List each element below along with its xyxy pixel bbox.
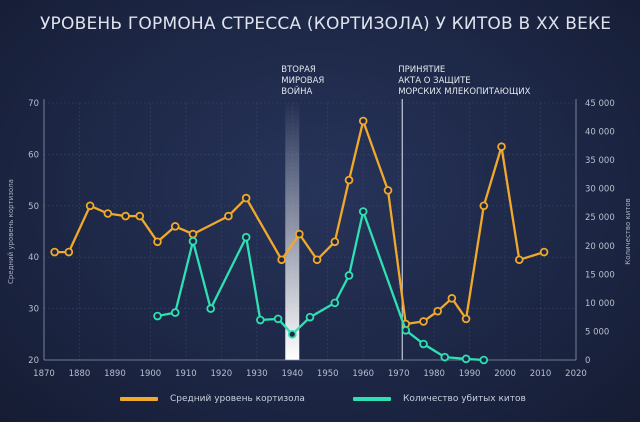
- data-point-cortisol: [461, 314, 471, 324]
- x-tick-label: 1950: [317, 369, 339, 379]
- data-point-whales: [358, 207, 368, 216]
- data-point-whales: [344, 271, 354, 280]
- legend-cortisol: Средний уровень кортизола: [120, 394, 305, 404]
- series-line-cortisol: [53, 119, 546, 326]
- y-left-tick-label: 20: [28, 356, 39, 366]
- series-layer: [50, 116, 549, 365]
- annotation-act-line: МОРСКИХ МЛЕКОПИТАЮЩИХ: [398, 87, 530, 97]
- data-point-cortisol: [277, 255, 286, 265]
- legend-swatch-cortisol: [120, 396, 158, 401]
- ww2-band: [285, 101, 300, 360]
- data-point-cortisol: [64, 247, 74, 257]
- data-point-whales: [287, 329, 297, 339]
- y-left-axis-title: Средний уровень кортизола: [7, 179, 15, 284]
- x-tick-label: 1910: [175, 369, 197, 379]
- data-point-cortisol: [312, 255, 322, 265]
- data-point-cortisol: [419, 317, 428, 326]
- data-point-whales: [273, 314, 283, 324]
- chart-title: УРОВЕНЬ ГОРМОНА СТРЕССА (КОРТИЗОЛА) У КИ…: [40, 14, 612, 34]
- y-right-tick-label: 35 000: [585, 156, 615, 166]
- ww2-highlight: [285, 101, 300, 360]
- y-left-tick-label: 40: [28, 253, 39, 263]
- x-tick-label: 2000: [494, 369, 516, 379]
- y-left-tick-label: 70: [28, 99, 39, 109]
- data-point-cortisol: [170, 222, 180, 231]
- data-point-cortisol: [188, 229, 198, 239]
- data-point-cortisol: [539, 247, 549, 257]
- data-point-whales: [401, 326, 411, 335]
- data-point-cortisol: [85, 201, 95, 211]
- x-tick-label: 1980: [423, 369, 445, 379]
- legend-label-whales: Количество убитых китов: [403, 394, 526, 404]
- data-point-cortisol: [433, 306, 442, 316]
- annotation-act-line: АКТА О ЗАЩИТЕ: [398, 76, 470, 86]
- y-right-tick-label: 45 000: [585, 99, 615, 109]
- y-right-tick-label: 30 000: [585, 185, 615, 195]
- data-point-whales: [440, 352, 450, 362]
- data-point-whales: [188, 236, 198, 246]
- y-right-tick-label: 10 000: [585, 299, 615, 309]
- data-point-cortisol: [330, 237, 340, 247]
- data-point-cortisol: [514, 255, 524, 265]
- y-right-tick-label: 5 000: [585, 327, 609, 337]
- y-right-tick-label: 15 000: [585, 270, 615, 280]
- annotation-ww2-line: ВТОРАЯ: [281, 65, 316, 75]
- annotation-ww2-line: МИРОВАЯ: [281, 76, 324, 86]
- y-left-tick-label: 50: [28, 202, 39, 212]
- x-tick-label: 1920: [211, 369, 233, 379]
- series-line-whales: [156, 210, 485, 362]
- data-point-cortisol: [103, 209, 113, 218]
- data-point-cortisol: [447, 294, 457, 303]
- x-tick-label: 2010: [530, 369, 552, 379]
- axes: 1870 1880 1890 1900 1910 1920 1930 1940 1950 1960…: [7, 99, 632, 379]
- x-tick-label: 1930: [246, 369, 268, 379]
- data-point-cortisol: [344, 175, 354, 185]
- y-right-tick-label: 0: [585, 356, 590, 366]
- data-point-whales: [170, 308, 180, 317]
- data-point-cortisol: [121, 211, 130, 221]
- data-point-whales: [153, 311, 162, 321]
- data-point-cortisol: [497, 142, 506, 151]
- x-tick-label: 1880: [69, 369, 91, 379]
- y-right-tick-label: 40 000: [585, 128, 615, 138]
- annotation-ww2-line: ВОЙНА: [281, 85, 312, 97]
- data-point-whales: [419, 339, 428, 349]
- x-tick-label: 1890: [104, 369, 126, 379]
- y-right-axis-title: Количество китов: [624, 198, 632, 265]
- x-tick-label: 1990: [459, 369, 481, 379]
- legend-whales: Количество убитых китов: [353, 394, 526, 404]
- data-point-whales: [479, 355, 489, 365]
- y-left-tick-label: 30: [28, 305, 39, 315]
- data-point-cortisol: [358, 116, 368, 126]
- x-tick-label: 1900: [140, 369, 162, 379]
- data-point-cortisol: [135, 211, 145, 221]
- data-point-whales: [305, 312, 315, 322]
- data-point-whales: [206, 304, 215, 313]
- x-tick-label: 1960: [352, 369, 374, 379]
- data-point-cortisol: [224, 211, 233, 221]
- data-point-cortisol: [479, 201, 489, 211]
- data-point-whales: [256, 315, 265, 325]
- data-point-cortisol: [383, 186, 393, 195]
- x-tick-label: 2020: [565, 369, 587, 379]
- data-point-cortisol: [153, 237, 162, 247]
- data-point-cortisol: [50, 247, 59, 257]
- y-right-tick-label: 20 000: [585, 242, 615, 252]
- annotation-act-line: ПРИНЯТИЕ: [398, 65, 445, 75]
- y-right-tick-label: 25 000: [585, 213, 615, 223]
- data-point-cortisol: [241, 193, 251, 203]
- data-point-whales: [241, 232, 251, 242]
- legend-swatch-whales: [353, 396, 391, 401]
- x-tick-label: 1870: [33, 369, 55, 379]
- x-tick-label: 1970: [388, 369, 410, 379]
- data-point-cortisol: [295, 229, 304, 239]
- data-point-whales: [461, 354, 471, 364]
- x-tick-label: 1940: [281, 369, 303, 379]
- data-point-whales: [330, 298, 340, 308]
- y-left-tick-label: 60: [28, 150, 39, 160]
- legend-label-cortisol: Средний уровень кортизола: [170, 394, 305, 404]
